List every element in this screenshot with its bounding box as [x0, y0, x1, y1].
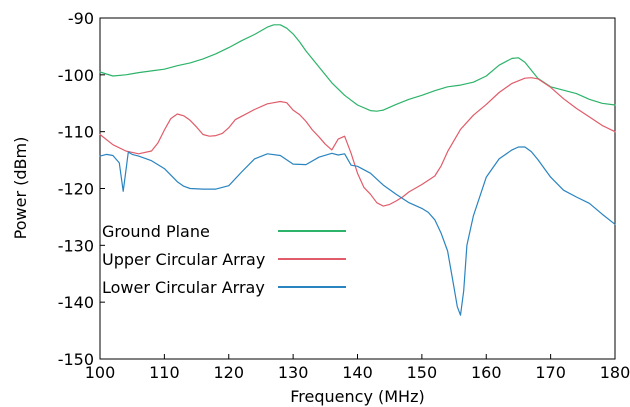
x-axis-label: Frequency (MHz) [290, 387, 424, 406]
y-axis-ticks: -90 -100 -110 -120 -130 -140 -150 [58, 9, 105, 369]
y-axis-label: Power (dBm) [11, 137, 30, 240]
legend-label: Upper Circular Array [102, 250, 265, 269]
y-tick-label: -120 [58, 180, 94, 199]
y-tick-label: -130 [58, 236, 94, 255]
x-tick-label: 150 [407, 363, 438, 382]
series-line-upper-circular-array [99, 77, 616, 207]
x-tick-label: 140 [342, 363, 373, 382]
x-tick-label: 130 [278, 363, 309, 382]
y-tick-label: -100 [58, 66, 94, 85]
y-tick-label: -90 [68, 9, 94, 28]
x-tick-label: 120 [213, 363, 244, 382]
y-tick-label: -150 [58, 350, 94, 369]
series-line-lower-circular-array [99, 146, 616, 316]
x-tick-label: 100 [85, 363, 116, 382]
plot-frame [99, 17, 616, 360]
x-tick-label: 170 [535, 363, 566, 382]
legend-label: Ground Plane [102, 222, 210, 241]
series-line-ground-plane [99, 24, 616, 112]
x-tick-label: 160 [471, 363, 502, 382]
legend: Ground Plane Upper Circular Array Lower Ci… [102, 222, 346, 297]
x-axis-ticks: 100 110 120 130 140 150 160 170 180 [85, 354, 630, 382]
y-tick-label: -110 [58, 123, 94, 142]
series-lines [99, 24, 616, 316]
legend-label: Lower Circular Array [102, 278, 265, 297]
x-tick-label: 180 [600, 363, 630, 382]
y-tick-label: -140 [58, 293, 94, 312]
x-tick-label: 110 [149, 363, 180, 382]
